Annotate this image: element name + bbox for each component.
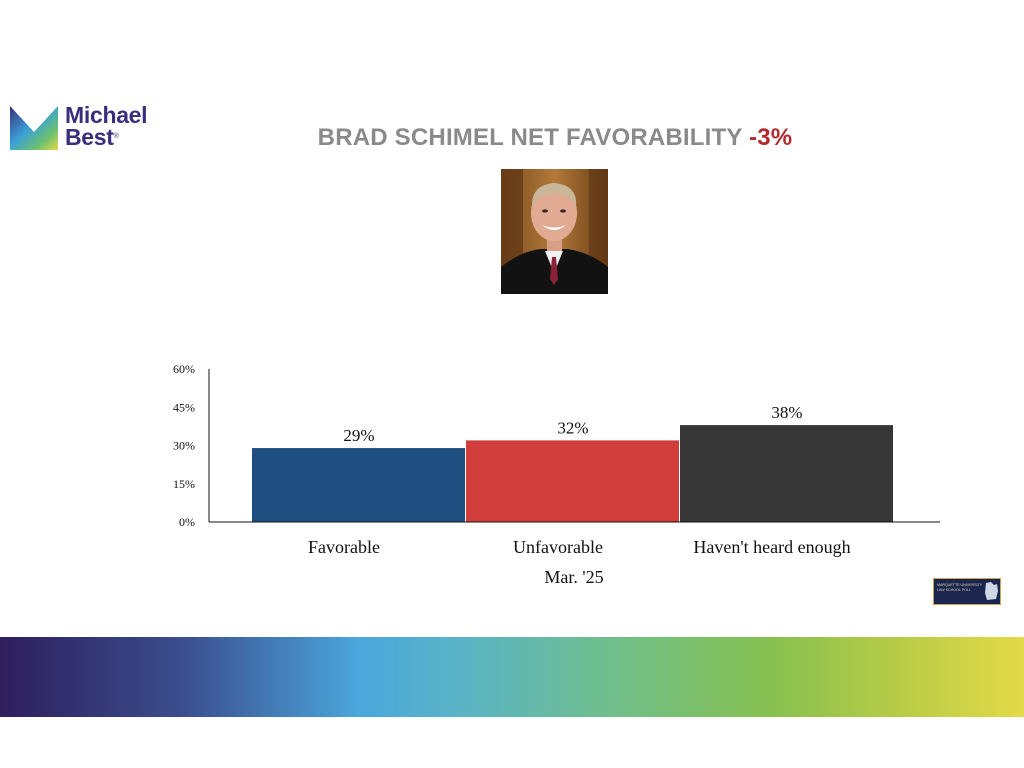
favorability-bar-chart: 0% 15% 30% 45% 60% 29% Favorable 32% Unfavorable… bbox=[173, 362, 940, 587]
category-label-favorable: Favorable bbox=[308, 537, 380, 557]
category-label-unfavorable: Unfavorable bbox=[513, 537, 603, 557]
candidate-portrait-photo bbox=[501, 169, 608, 294]
brand-gradient-band bbox=[0, 637, 1024, 717]
logo-line-2: Best® bbox=[65, 124, 147, 150]
logo-line-2-text: Best bbox=[65, 124, 114, 150]
data-label-neither: 38% bbox=[771, 403, 802, 422]
category-label-neither: Haven't heard enough bbox=[693, 537, 850, 557]
logo-registered-mark: ® bbox=[113, 133, 119, 140]
marquette-poll-badge: Marquette University Law School Poll bbox=[933, 578, 1001, 605]
x-axis-label: Mar. '25 bbox=[544, 567, 603, 587]
bar-neither bbox=[680, 425, 893, 522]
y-tick-label: 0% bbox=[179, 515, 195, 529]
y-tick-label: 15% bbox=[173, 477, 195, 491]
wisconsin-map-icon bbox=[985, 582, 998, 600]
y-tick-label: 45% bbox=[173, 400, 195, 414]
net-favorability-value: -3% bbox=[749, 124, 793, 151]
logo-m-mark-icon bbox=[10, 106, 58, 150]
logo-wordmark: Michael Best® bbox=[65, 102, 148, 150]
logo-line-1: Michael bbox=[65, 102, 148, 128]
y-tick-label: 30% bbox=[173, 439, 195, 453]
bar-favorable bbox=[252, 448, 465, 522]
y-tick-label: 60% bbox=[173, 362, 195, 376]
data-label-favorable: 29% bbox=[343, 426, 374, 445]
title-main: BRAD SCHIMEL NET FAVORABILITY bbox=[317, 124, 750, 151]
michael-best-logo: Michael Best® bbox=[10, 104, 180, 156]
bar-unfavorable bbox=[466, 440, 679, 522]
page-title: BRAD SCHIMEL NET FAVORABILITY -3% bbox=[0, 124, 1024, 152]
badge-text: Marquette University Law School Poll bbox=[937, 583, 983, 592]
data-label-unfavorable: 32% bbox=[557, 418, 588, 437]
